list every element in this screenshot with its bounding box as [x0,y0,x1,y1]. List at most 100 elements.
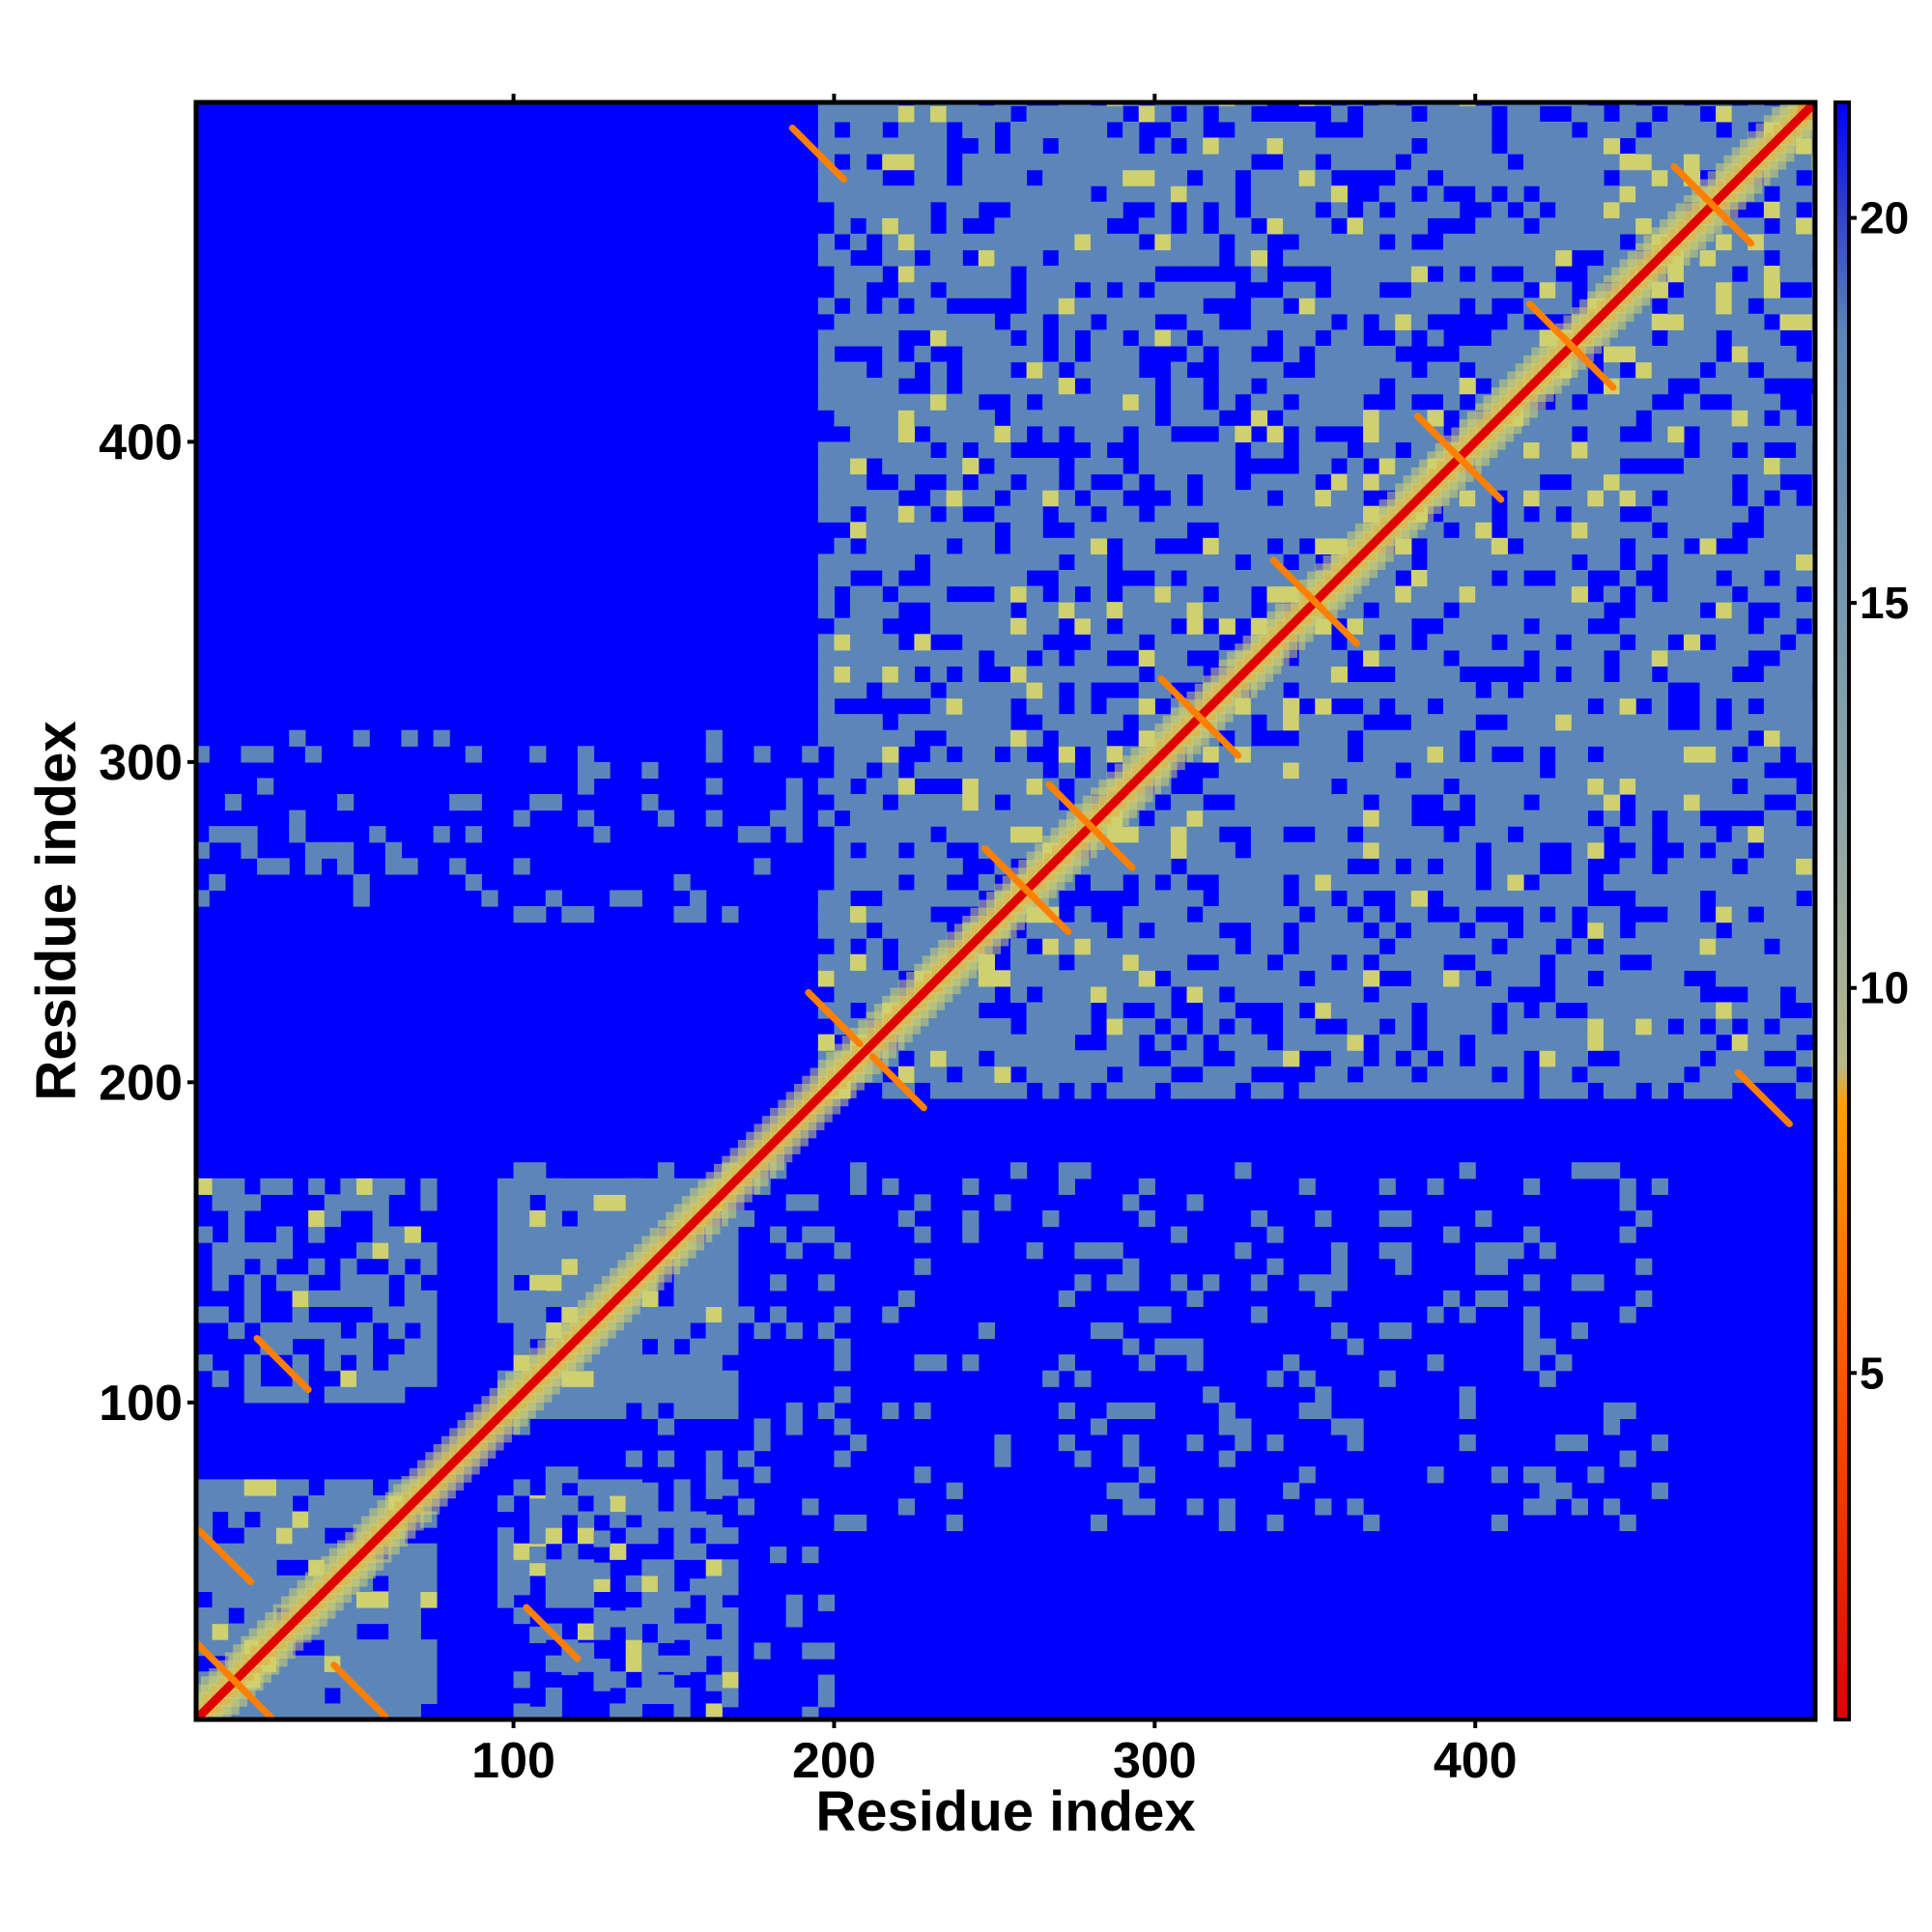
heatmap-cell [1651,1178,1668,1195]
heatmap-cell [372,1194,389,1211]
heatmap-cell [1186,378,1204,395]
heatmap-cell [785,1194,803,1211]
heatmap-cell [962,1018,980,1036]
heatmap-cell [1731,505,1748,523]
heatmap-cell [705,1402,723,1420]
heatmap-cell [1266,873,1284,892]
heatmap-cell [994,233,1011,251]
heatmap-cell [722,1578,739,1596]
heatmap-cell [1555,794,1573,811]
heatmap-cell [1747,1034,1765,1051]
heatmap-cell [978,522,995,539]
heatmap-cell [1058,1354,1075,1372]
heatmap-cell [1138,602,1155,619]
heatmap-cell [1042,970,1060,987]
heatmap-cell [404,1639,421,1657]
heatmap-cell [1250,266,1268,283]
heatmap-cell [1378,105,1396,123]
heatmap-cell [1106,1482,1123,1499]
heatmap-cell [834,970,851,987]
heatmap-cell [1779,970,1797,987]
heatmap-cell [1699,649,1717,668]
heatmap-cell [1779,410,1797,427]
heatmap-cell [1522,697,1541,715]
heatmap-cell [1475,298,1492,315]
heatmap-cell [1250,185,1268,203]
heatmap-cell [722,1610,739,1628]
heatmap-cell [577,1623,595,1640]
heatmap-cell [1635,826,1653,843]
heatmap-cell [1443,746,1461,763]
heatmap-cell [1587,201,1605,218]
heatmap-cell [1009,154,1028,171]
heatmap-cell [1250,953,1268,971]
heatmap-cell [1154,1034,1172,1051]
heatmap-cell [228,1258,245,1275]
heatmap-cell [1667,922,1685,939]
heatmap-cell [1507,649,1524,668]
heatmap-cell [340,1194,357,1211]
heatmap-cell [1779,714,1797,731]
heatmap-cell [292,1354,309,1372]
heatmap-cell [1170,1018,1188,1036]
heatmap-cell [1779,505,1797,523]
heatmap-cell [1475,554,1492,571]
heatmap-cell [1459,378,1476,395]
heatmap-cell [1026,1018,1043,1036]
heatmap-cell [930,602,948,619]
heatmap-cell [1555,585,1573,603]
heatmap-cell [914,410,931,427]
heatmap-cell [1154,858,1172,875]
heatmap-cell [593,1354,611,1372]
heatmap-cell [1555,281,1573,298]
heatmap-cell [1716,841,1733,859]
heatmap-cell [690,890,707,907]
heatmap-cell [1395,137,1412,155]
heatmap-cell [1186,666,1204,683]
heatmap-cell [1298,137,1316,155]
heatmap-cell [1042,1065,1060,1083]
heatmap-cell [673,1370,691,1387]
heatmap-cell [1378,1209,1396,1228]
heatmap-cell [1298,953,1316,971]
heatmap-cell [1218,217,1236,235]
heatmap-cell [529,1321,547,1340]
heatmap-cell [1763,201,1781,218]
heatmap-cell [1315,313,1332,330]
heatmap-cell [1619,1018,1636,1036]
heatmap-cell [914,201,931,218]
heatmap-cell [962,121,980,139]
heatmap-cell [1315,746,1332,763]
heatmap-cell [1347,345,1364,363]
heatmap-cell [1635,441,1653,459]
heatmap-cell [1250,169,1268,186]
heatmap-cell [1122,1482,1140,1499]
heatmap-cell [1459,1162,1476,1179]
heatmap-cell [817,169,836,186]
heatmap-cell [1009,585,1028,603]
heatmap-cell [1491,169,1508,186]
heatmap-cell [1283,473,1300,491]
heatmap-cell [1298,410,1316,427]
heatmap-cell [1635,313,1653,330]
heatmap-cell [1716,666,1733,683]
heatmap-cell [1042,953,1060,971]
heatmap-cell [1090,985,1108,1004]
heatmap-cell [1763,746,1781,763]
heatmap-cell [817,666,836,683]
heatmap-cell [1106,1274,1123,1292]
heatmap-cell [1090,1065,1108,1083]
heatmap-cell [1522,761,1541,780]
heatmap-cell [641,1575,659,1593]
heatmap-cell [1009,537,1028,554]
heatmap-cell [1235,522,1252,539]
heatmap-cell [834,1242,851,1260]
heatmap-cell [497,1575,515,1593]
heatmap-cell [1779,490,1797,507]
heatmap-cell [1106,1034,1123,1051]
heatmap-cell [404,1370,421,1387]
heatmap-cell [690,1338,707,1355]
hairpin-contact [1696,188,1755,247]
heatmap-cell [404,1274,421,1292]
heatmap-cell [1443,1018,1461,1036]
